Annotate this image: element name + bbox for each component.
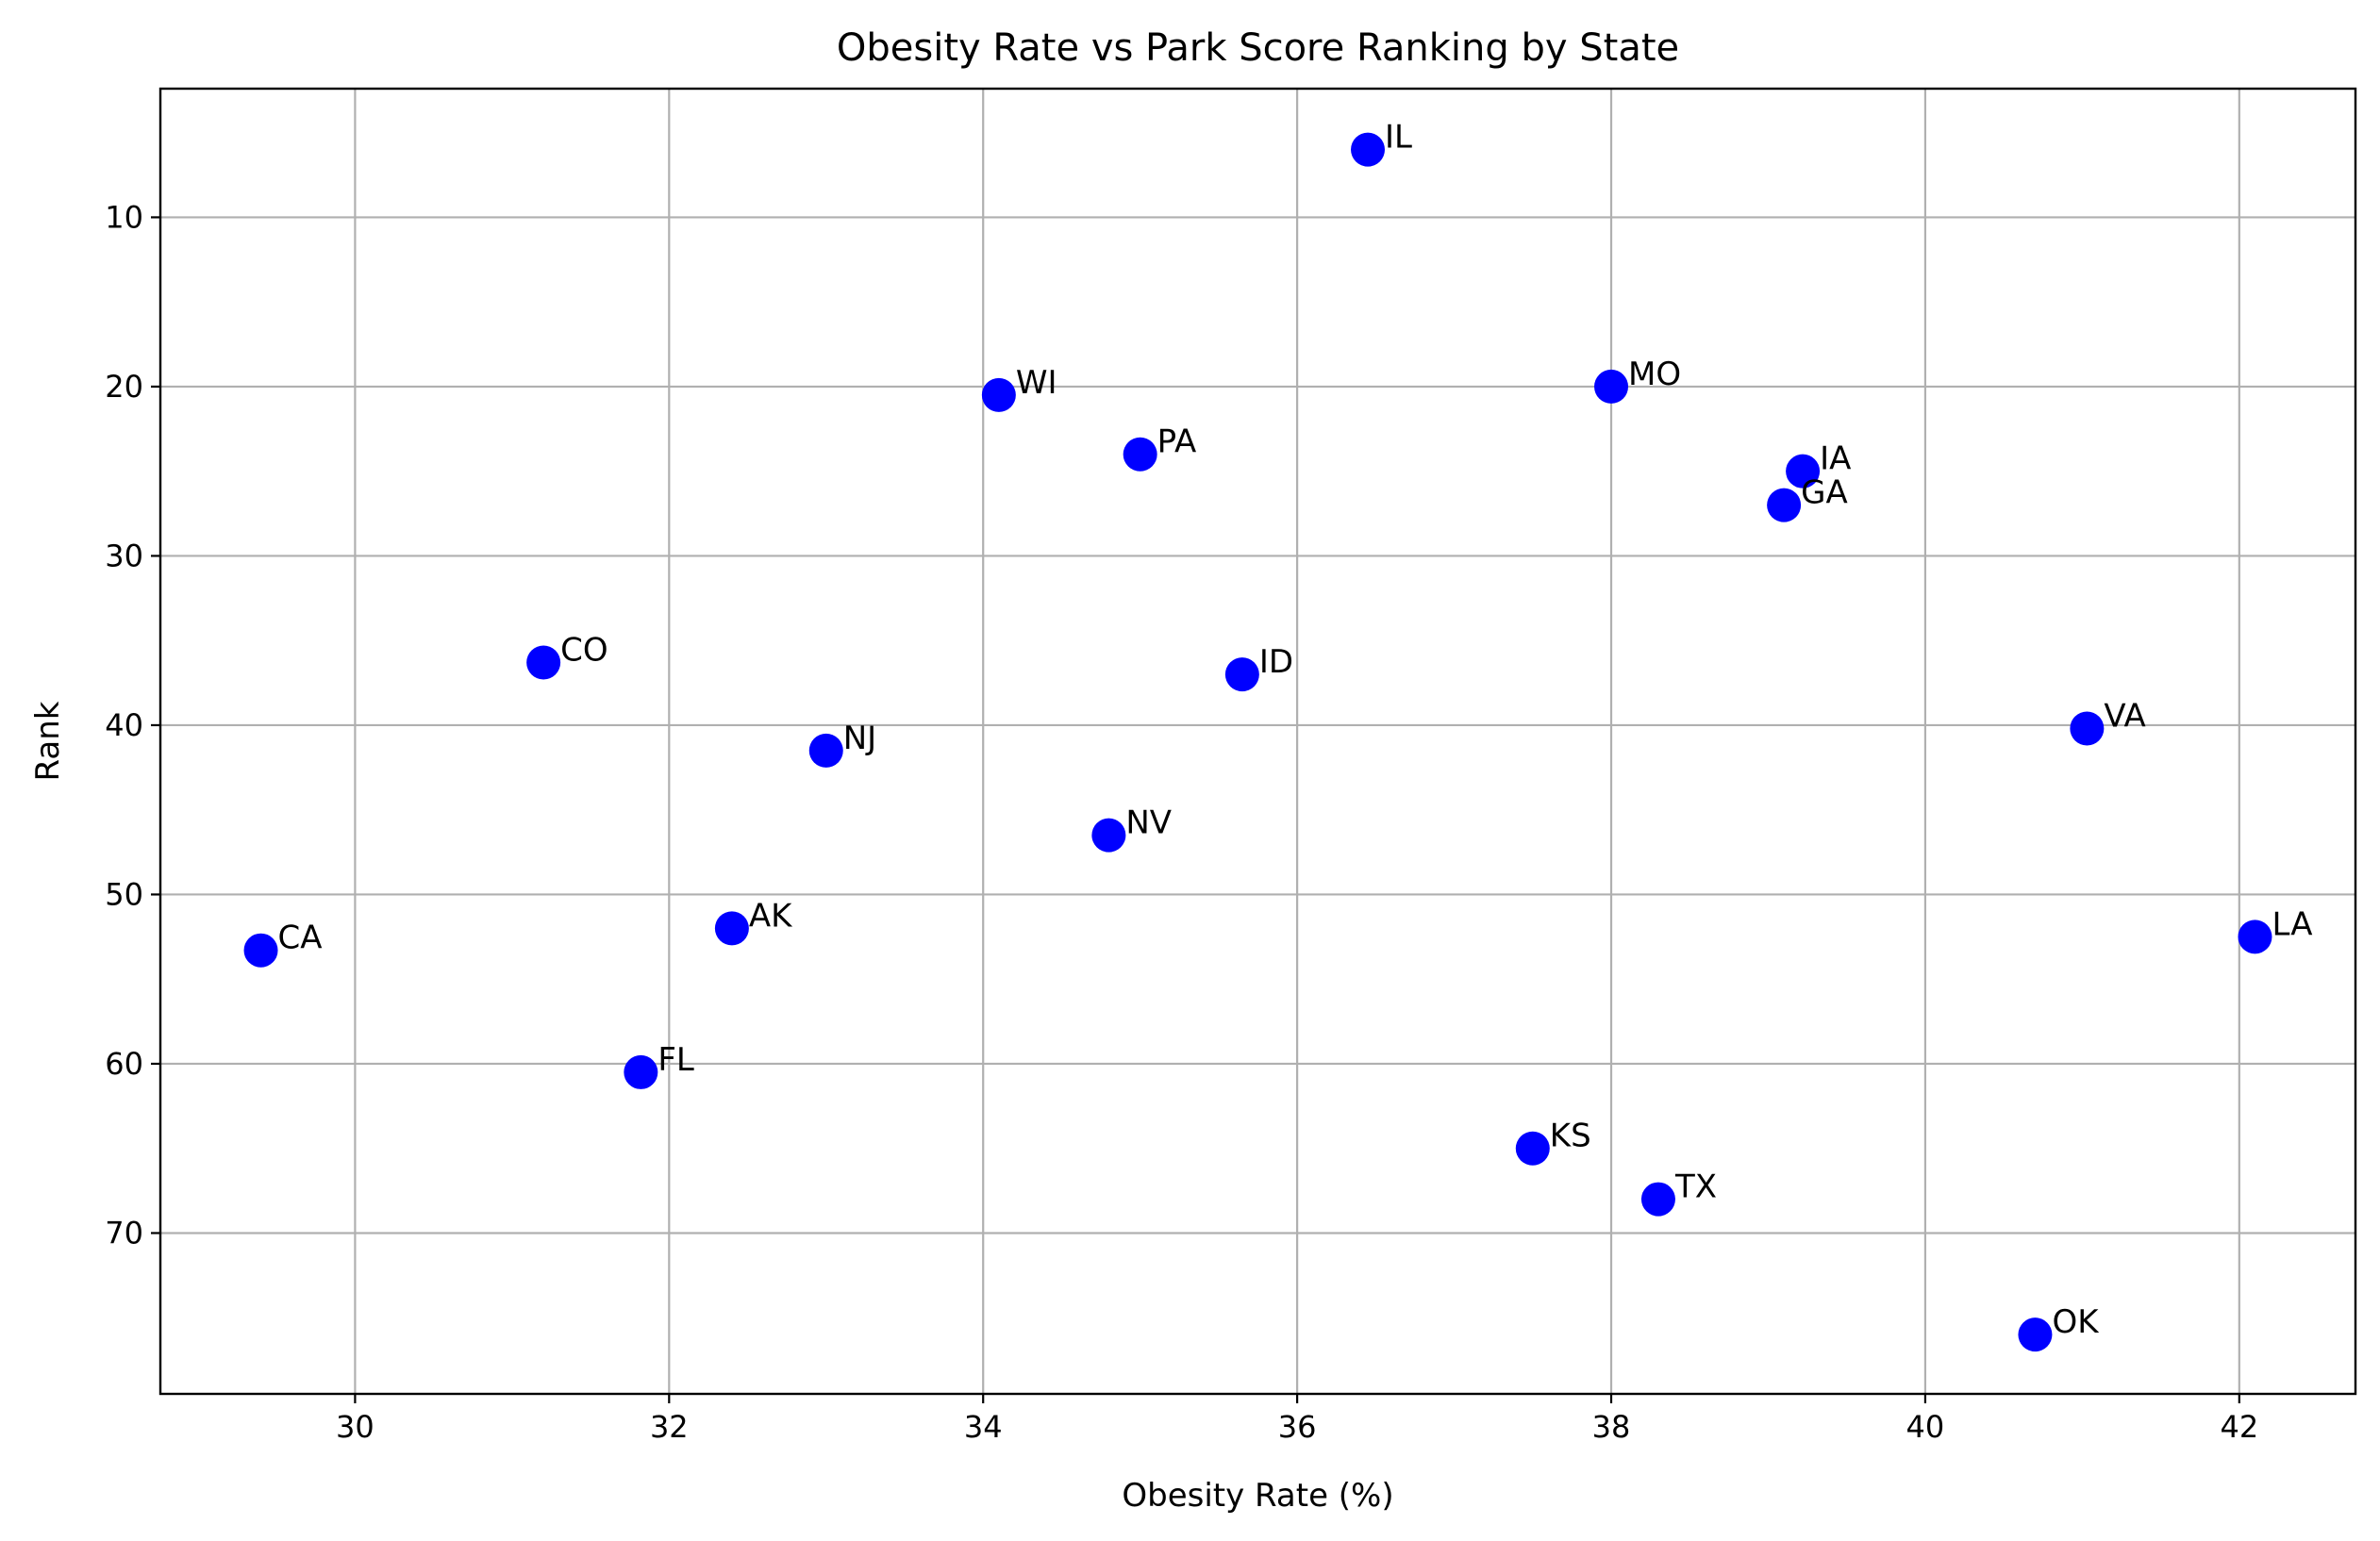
y-tick-label: 70 [105,1215,143,1251]
data-point-ca [243,933,278,968]
x-tick-label: 30 [336,1409,374,1445]
plot-frame [158,87,2357,1396]
point-label-id: ID [1259,643,1293,681]
x-tick-label: 36 [1278,1409,1317,1445]
point-label-il: IL [1385,119,1412,157]
data-point-nv [1091,818,1126,853]
y-axis-label: Rank [29,701,67,781]
data-point-ok [2018,1317,2053,1352]
point-label-tx: TX [1674,1168,1717,1206]
point-label-wi: WI [1016,364,1057,402]
data-point-nj [808,733,843,768]
point-label-la: LA [2272,905,2312,943]
point-label-fl: FL [657,1041,694,1079]
point-label-va: VA [2104,698,2145,736]
x-tick-label: 34 [964,1409,1003,1445]
point-label-co: CO [560,632,608,670]
axis-ticks: 30 32 34 36 38 40 42 10 20 30 40 50 60 70 [105,199,2258,1445]
data-point-ia [1786,454,1821,489]
point-label-nv: NV [1125,804,1172,842]
x-axis-label: Obesity Rate (%) [1122,1477,1393,1515]
point-label-ak: AK [749,897,793,935]
data-point-va [2070,711,2105,746]
y-tick-label: 20 [105,369,143,405]
y-tick-label: 50 [105,876,143,912]
x-tick-label: 38 [1592,1409,1631,1445]
chart-title: Obesity Rate vs Park Score Ranking by St… [837,26,1679,70]
point-label-nj: NJ [843,720,876,757]
point-label-pa: PA [1157,423,1197,461]
data-point-ga [1767,488,1802,522]
data-point-tx [1640,1182,1675,1217]
point-label-ks: KS [1550,1118,1591,1155]
data-point-wi [981,377,1016,412]
data-point-ks [1515,1131,1550,1166]
x-tick-label: 32 [650,1409,689,1445]
data-point-la [2238,920,2272,954]
data-point-il [1351,132,1386,167]
data-point-mo [1594,369,1629,404]
x-tick-label: 42 [2220,1409,2258,1445]
data-point-pa [1123,437,1157,472]
data-point-id [1224,657,1259,692]
y-tick-label: 10 [105,199,143,235]
point-label-ok: OK [2052,1303,2100,1341]
point-label-ia: IA [1820,440,1851,478]
grid-lines [160,89,2355,1394]
point-label-mo: MO [1628,356,1681,393]
data-point-fl [624,1054,658,1089]
y-tick-label: 60 [105,1046,143,1082]
x-tick-label: 40 [1906,1409,1945,1445]
y-tick-label: 40 [105,707,143,743]
point-label-ca: CA [278,920,323,957]
data-point-co [526,645,561,680]
y-tick-label: 30 [105,538,143,573]
data-point-ak [714,911,749,946]
point-label-ga: GA [1801,474,1848,512]
